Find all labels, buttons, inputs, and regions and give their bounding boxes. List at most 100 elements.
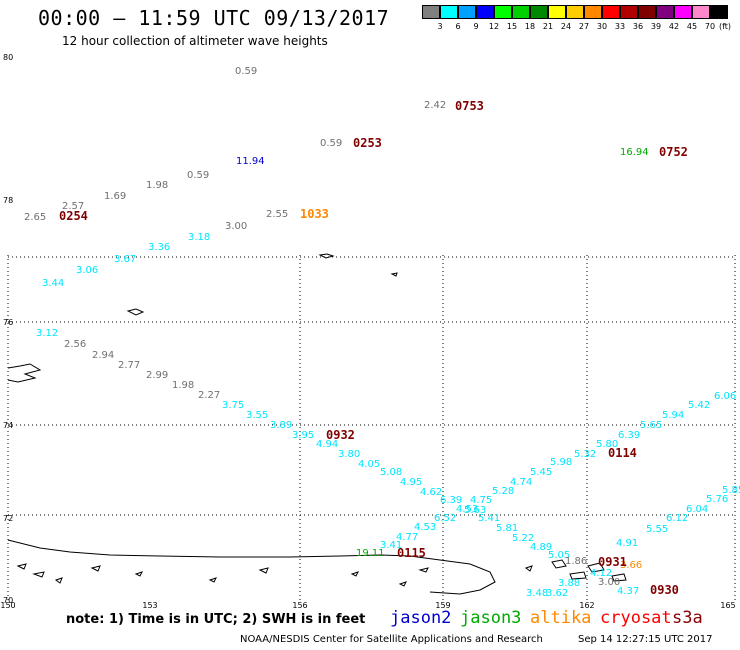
- legend-label: 39: [650, 22, 662, 31]
- coastline-segment: [16, 563, 27, 570]
- lat-tick-label: 78: [3, 196, 13, 205]
- legend-swatch: [674, 5, 692, 19]
- wave-height-value: 5.55: [646, 524, 668, 535]
- satellite-name-altika: altika: [530, 608, 592, 628]
- legend-label: 30: [596, 22, 608, 31]
- wave-height-value: 5.05: [548, 550, 570, 561]
- pass-time-label: 1033: [300, 207, 329, 221]
- pass-time-label: 0254: [59, 209, 88, 223]
- wave-height-value: 5.42: [688, 400, 710, 411]
- lat-tick-label: 76: [3, 318, 13, 327]
- wave-height-value: 6.04: [686, 504, 708, 515]
- wave-height-value: 5.81: [496, 523, 518, 534]
- lat-tick-label: 70: [3, 596, 13, 605]
- wave-height-value: 0.59: [187, 170, 209, 181]
- satellite-name-cryosat: cryosat: [600, 608, 672, 628]
- legend-label: 24: [560, 22, 572, 31]
- pass-time-label: 0753: [455, 99, 484, 113]
- wave-height-value: 4.62: [420, 487, 442, 498]
- coastline-segment: [390, 272, 398, 277]
- wave-height-value: 4.05: [358, 459, 380, 470]
- wave-height-value: 2.99: [146, 370, 168, 381]
- lon-tick-label: 153: [142, 601, 157, 610]
- wave-height-value: 3.41: [380, 540, 402, 551]
- wave-height-value: 3.62: [546, 588, 568, 599]
- wave-height-value: 1.98: [146, 180, 168, 191]
- pass-time-label: 0115: [397, 546, 426, 560]
- legend-swatch: [710, 5, 728, 19]
- coastline: [7, 253, 627, 595]
- wave-height-value: 2.94: [92, 350, 114, 361]
- lat-tick-label: 74: [3, 421, 13, 430]
- pass-time-label: 0932: [326, 428, 355, 442]
- wave-height-value: 4.12: [590, 568, 612, 579]
- legend-swatch: [584, 5, 602, 19]
- wave-height-value: 3.18: [188, 232, 210, 243]
- legend-swatch: [638, 5, 656, 19]
- lon-tick-label: 159: [435, 601, 450, 610]
- footer-note: note: 1) Time is in UTC; 2) SWH is in fe…: [66, 612, 366, 627]
- coastline-segment: [569, 571, 587, 580]
- lon-tick-label: 156: [292, 601, 307, 610]
- pass-time-label: 0930: [650, 583, 679, 597]
- legend-swatch: [494, 5, 512, 19]
- legend-label: 70: [704, 22, 716, 31]
- wave-height-value: 3.88: [558, 578, 580, 589]
- wave-height-value: 3.44: [42, 278, 64, 289]
- legend-label: 33: [614, 22, 626, 31]
- legend-label: 15: [506, 22, 518, 31]
- coastline-segment: [418, 567, 429, 573]
- coastline-segment: [524, 565, 533, 572]
- legend-label: 21: [542, 22, 554, 31]
- coastline-segment: [587, 562, 605, 573]
- legend-swatch: [530, 5, 548, 19]
- wave-height-value: 5.80: [596, 439, 618, 450]
- wave-height-value: 5.08: [380, 467, 402, 478]
- legend-swatch: [602, 5, 620, 19]
- observation-labels: 0.59 2.42 0.59 11.94 16.94 1.98 0.59 1.69 2.57 2.…: [24, 66, 740, 599]
- wave-height-value: 5.28: [492, 486, 514, 497]
- wave-height-value: 5.65: [640, 420, 662, 431]
- legend-label: 18: [524, 22, 536, 31]
- wave-height-value: 3.48: [526, 588, 548, 599]
- wave-height-value: 2.77: [118, 360, 140, 371]
- legend-swatch: [422, 5, 440, 19]
- wave-height-value: 1.86: [565, 556, 587, 567]
- coastline-segment: [90, 565, 101, 572]
- legend-swatch: [692, 5, 710, 19]
- coastline-segment: [208, 577, 217, 583]
- wave-height-value: 3.75: [222, 400, 244, 411]
- coastline-segment: [318, 253, 335, 259]
- legend-label: 3: [437, 22, 443, 31]
- coastline-segment: [126, 308, 145, 316]
- legend-label: 27: [578, 22, 590, 31]
- wave-height-value: 4.89: [530, 542, 552, 553]
- legend-label: 36: [632, 22, 644, 31]
- wave-height-value: 3.80: [338, 449, 360, 460]
- lon-tick-label: 162: [579, 601, 594, 610]
- wave-height-value: 3.36: [148, 242, 170, 253]
- lat-tick-label: 72: [3, 514, 13, 523]
- wave-height-value: 4.75: [470, 495, 492, 506]
- legend-swatch: [548, 5, 566, 19]
- wave-height-value: 3.00: [598, 577, 620, 588]
- legend-swatch: [512, 5, 530, 19]
- wave-height-value: 3.89: [270, 420, 292, 431]
- wave-height-value: 4.74: [510, 477, 532, 488]
- coastline-segment: [398, 581, 407, 587]
- wave-height-value: 5.45: [530, 467, 552, 478]
- wave-height-value: 2.56: [64, 339, 86, 350]
- wave-height-value: 5.22: [512, 533, 534, 544]
- wave-height-value: 2.55: [266, 209, 288, 220]
- wave-height-value: 5.94: [662, 410, 684, 421]
- wave-height-value: 5.63: [464, 505, 486, 516]
- coastline-segment: [7, 363, 42, 383]
- coastline-segment: [258, 567, 269, 574]
- legend-swatch: [476, 5, 494, 19]
- legend-swatch: [458, 5, 476, 19]
- wave-height-value: 0.59: [320, 138, 342, 149]
- wave-height-value: 0.59: [235, 66, 257, 77]
- legend-swatch: [656, 5, 674, 19]
- wave-height-value: 16.94: [620, 147, 649, 158]
- wave-height-value: 19.11: [356, 548, 385, 559]
